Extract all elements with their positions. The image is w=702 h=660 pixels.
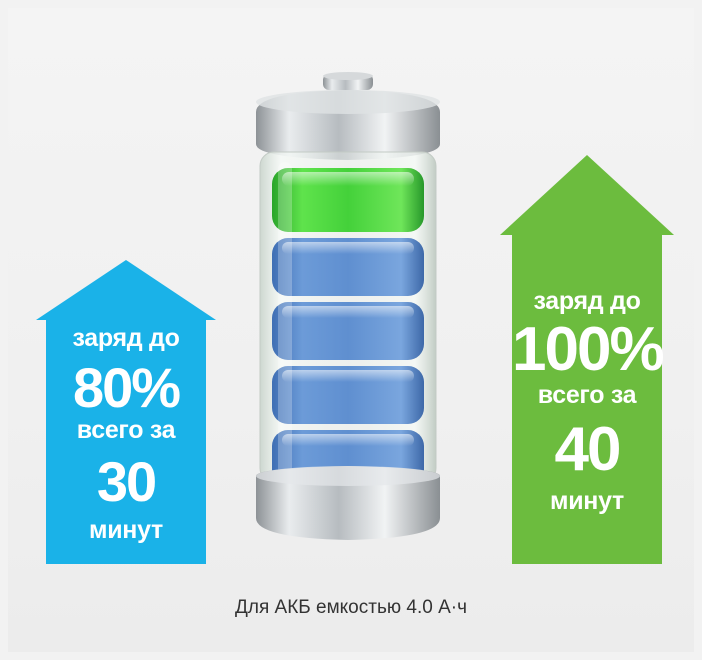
charge-80-text: заряд до 80% всего за 30 минут [46, 318, 206, 564]
charge-percent: 80% [72, 356, 181, 419]
charge-minutes: 30 [96, 450, 157, 513]
minutes-label: минут [89, 516, 163, 544]
time-label: всего за [537, 381, 637, 409]
charge-label: заряд до [533, 287, 641, 315]
arrow-up-icon [36, 260, 216, 320]
charge-80-arrow: заряд до 80% всего за 30 минут [36, 260, 216, 564]
battery-icon [256, 72, 440, 540]
arrow-up-icon [500, 155, 674, 235]
charge-percent: 100% [512, 315, 665, 384]
charge-100-arrow: заряд до 100% всего за 40 минут [500, 155, 674, 564]
charge-label: заряд до [72, 324, 180, 352]
minutes-label: минут [550, 487, 624, 515]
battery-capacity-caption: Для АКБ емкостью 4.0 А·ч [235, 597, 467, 618]
time-label: всего за [76, 416, 176, 444]
charge-100-text: заряд до 100% всего за 40 минут [512, 233, 665, 564]
charge-minutes: 40 [554, 415, 622, 484]
